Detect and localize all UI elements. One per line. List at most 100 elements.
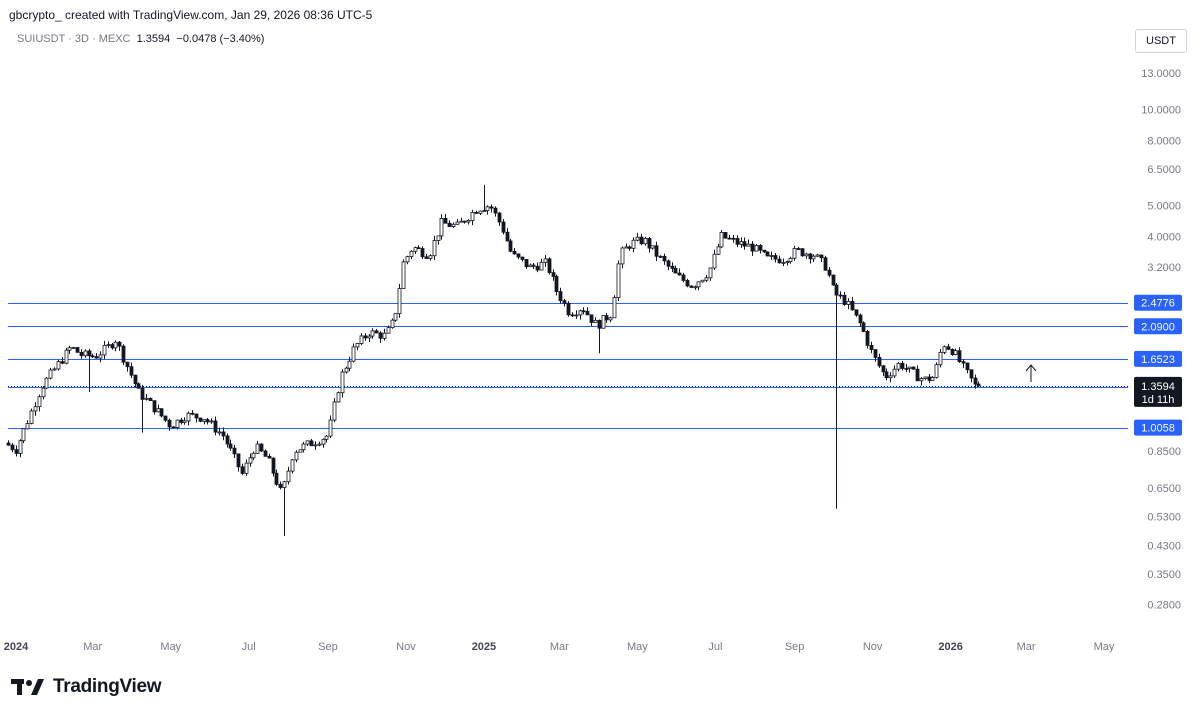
currency-unit-button[interactable]: USDT bbox=[1135, 29, 1187, 53]
candle-body bbox=[750, 243, 755, 252]
candle-body bbox=[554, 276, 559, 293]
candle-body bbox=[278, 483, 283, 488]
candle-body bbox=[324, 435, 329, 440]
candle-body bbox=[578, 310, 583, 316]
candle-body bbox=[597, 319, 602, 329]
candle-body bbox=[144, 397, 149, 400]
candle-body bbox=[838, 294, 843, 297]
time-tick-label: Sep bbox=[785, 641, 805, 653]
candle-body bbox=[685, 280, 690, 287]
candle-body bbox=[60, 361, 65, 364]
candle-body bbox=[831, 274, 836, 286]
candle-body bbox=[359, 335, 364, 344]
level-badge-label: 2.4776 bbox=[1141, 298, 1175, 310]
time-tick-label: 2026 bbox=[938, 641, 962, 653]
candle-body bbox=[746, 243, 751, 247]
candle-body bbox=[677, 272, 682, 276]
candle-body bbox=[739, 241, 744, 245]
price-tick-label: 0.2800 bbox=[1147, 600, 1181, 612]
time-tick-label: Sep bbox=[318, 641, 338, 653]
symbol-label: SUIUSDT · 3D · MEXC bbox=[17, 33, 131, 45]
time-tick-label: Mar bbox=[550, 641, 569, 653]
candle-body bbox=[524, 259, 529, 268]
time-tick-label: Jul bbox=[708, 641, 722, 653]
candle-body bbox=[64, 349, 69, 364]
candle-body bbox=[232, 447, 237, 455]
price-tick-label: 6.5000 bbox=[1147, 164, 1181, 176]
candle-body bbox=[171, 426, 176, 429]
candle-body bbox=[896, 362, 901, 370]
candle-body bbox=[700, 279, 705, 283]
price-axis[interactable]: 13.0000 10.0000 8.0000 6.5000 5.0000 4.0000 3.… bbox=[1141, 68, 1181, 612]
candle-body bbox=[716, 246, 721, 255]
candle-body bbox=[236, 453, 241, 468]
candle-body bbox=[328, 419, 333, 437]
candle-body bbox=[689, 285, 694, 288]
candle-body bbox=[140, 387, 145, 400]
candle-body bbox=[309, 440, 314, 447]
candle-body bbox=[420, 248, 425, 258]
candle-body bbox=[14, 449, 19, 454]
candle-body bbox=[71, 347, 76, 349]
candle-body bbox=[858, 314, 863, 324]
candle-body bbox=[286, 470, 291, 483]
candle-body bbox=[447, 222, 452, 227]
time-tick-label: May bbox=[1094, 641, 1115, 653]
candle-body bbox=[271, 457, 276, 474]
candle-body bbox=[405, 256, 410, 263]
arrow-up-icon bbox=[1025, 364, 1037, 382]
candle-body bbox=[198, 417, 203, 422]
candle-body bbox=[861, 322, 866, 332]
candle-body bbox=[225, 435, 230, 445]
candle-body bbox=[808, 253, 813, 260]
candle-body bbox=[512, 250, 517, 255]
candle-body bbox=[850, 300, 855, 311]
candle-body bbox=[424, 256, 429, 259]
candle-body bbox=[317, 443, 322, 446]
candle-body bbox=[942, 346, 947, 353]
candle-body bbox=[604, 315, 609, 321]
candle-body bbox=[390, 319, 395, 329]
candle-body bbox=[52, 368, 57, 371]
candle-body bbox=[248, 457, 253, 464]
candle-body bbox=[800, 248, 805, 257]
candle-body bbox=[654, 245, 659, 257]
candle-body bbox=[209, 420, 214, 423]
candle-body bbox=[470, 212, 475, 221]
time-tick-label: Nov bbox=[863, 641, 883, 653]
candle-body bbox=[133, 374, 138, 385]
candle-body bbox=[601, 315, 606, 329]
candle-body bbox=[416, 247, 421, 250]
candle-body bbox=[298, 449, 303, 453]
candle-body bbox=[735, 238, 740, 245]
candle-body bbox=[681, 274, 686, 281]
candle-body bbox=[18, 440, 23, 454]
candle-body bbox=[21, 428, 26, 442]
candle-body bbox=[367, 335, 372, 339]
candle-body bbox=[616, 263, 621, 299]
tradingview-brand: TradingView bbox=[11, 676, 162, 698]
candle-body bbox=[102, 344, 107, 356]
candle-body bbox=[957, 350, 962, 362]
price-tick-label: 0.4300 bbox=[1147, 540, 1181, 552]
candle-body bbox=[455, 221, 460, 225]
time-axis[interactable]: 2024 Mar May Jul Sep Nov 2025 Mar May Jul Sep Nov 20… bbox=[4, 641, 1115, 653]
candle-body bbox=[950, 348, 955, 355]
candle-body bbox=[466, 220, 471, 223]
candle-body bbox=[443, 218, 448, 224]
time-tick-label: 2024 bbox=[4, 641, 29, 653]
candle-body bbox=[658, 255, 663, 258]
candle-body bbox=[535, 265, 540, 271]
candle-body bbox=[428, 255, 433, 259]
candle-body bbox=[205, 419, 210, 423]
candle-body bbox=[635, 236, 640, 241]
candle-body bbox=[482, 210, 487, 213]
last-price-value: 1.3594 bbox=[136, 33, 171, 45]
candle-body bbox=[562, 300, 567, 304]
candle-body bbox=[696, 281, 701, 288]
candle-body bbox=[98, 354, 103, 359]
candle-body bbox=[881, 365, 886, 373]
candle-body bbox=[624, 246, 629, 249]
candle-body bbox=[647, 238, 652, 249]
